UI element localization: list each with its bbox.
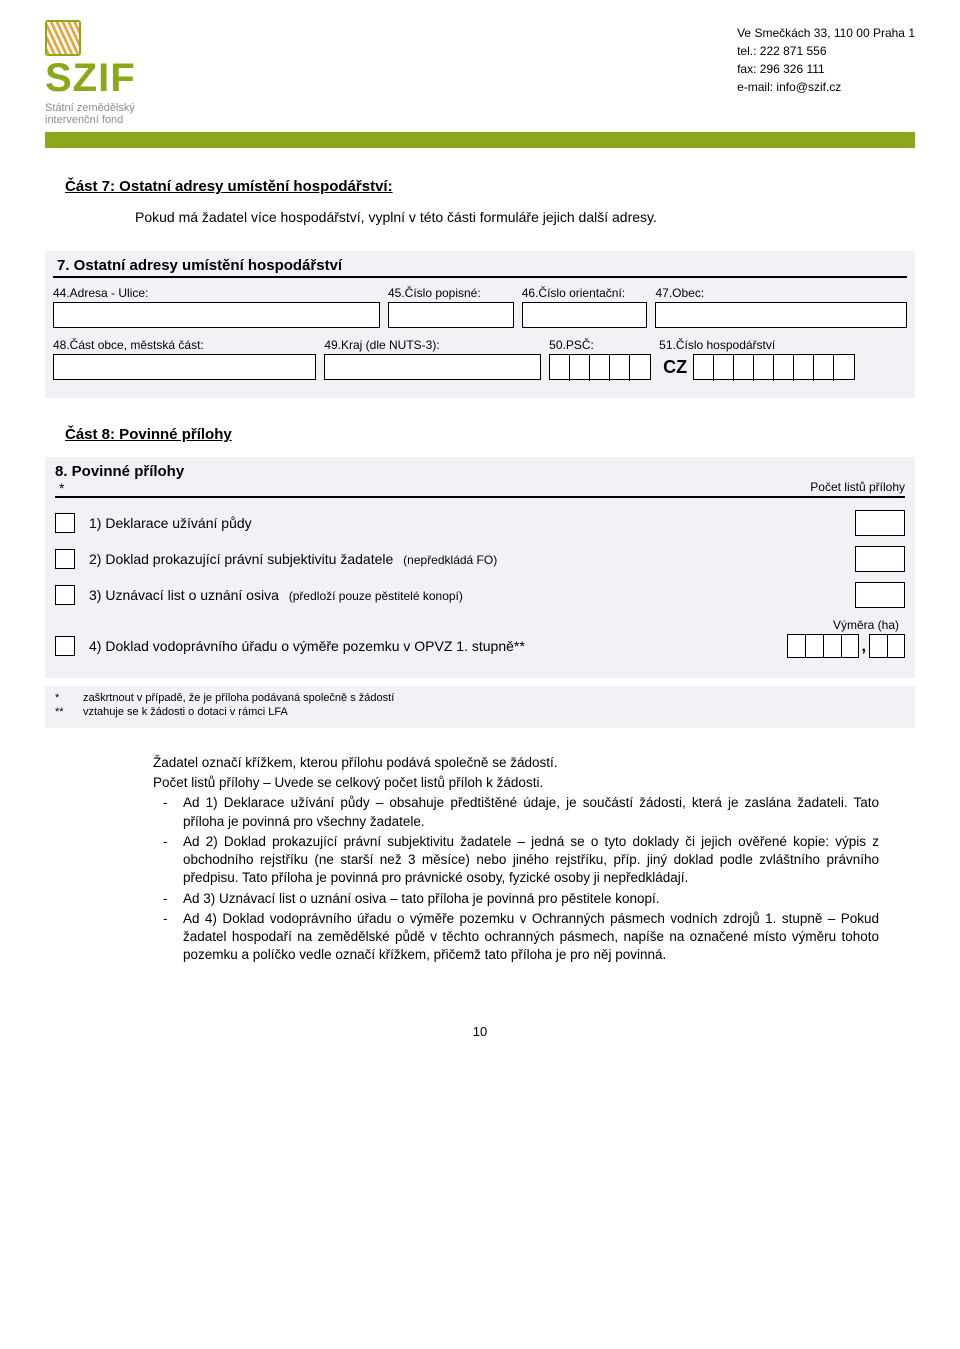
page-header: SZIF Státní zemědělský intervenční fond … [45, 20, 915, 126]
checkbox-attach-3[interactable] [55, 585, 75, 605]
label-50: 50.PSČ: [549, 338, 651, 352]
checkbox-attach-1[interactable] [55, 513, 75, 533]
attach-2-main: 2) Doklad prokazující právní subjektivit… [89, 551, 393, 567]
input-vymera[interactable]: , [787, 634, 905, 658]
input-45-cislo-popisne[interactable] [388, 302, 514, 328]
logo-text: SZIF [45, 58, 136, 98]
attach-2-sub: (nepředkládá FO) [403, 553, 497, 567]
attach-3-text: 3) Uznávací list o uznání osiva (předlož… [89, 587, 843, 603]
input-50-psc[interactable] [549, 354, 651, 380]
part8-heading: Část 8: Povinné přílohy [65, 426, 915, 443]
input-49-kraj[interactable] [324, 354, 541, 380]
input-46-cislo-orientacni[interactable] [522, 302, 648, 328]
logo-subtitle: Státní zemědělský intervenční fond [45, 102, 155, 126]
input-47-obec[interactable] [655, 302, 907, 328]
input-44-ulice[interactable] [53, 302, 380, 328]
input-48-cast-obce[interactable] [53, 354, 316, 380]
checkbox-attach-4[interactable] [55, 636, 75, 656]
explain-b1: Ad 1) Deklarace užívání půdy – obsahuje … [153, 794, 879, 830]
logo-field-icon [45, 20, 81, 56]
input-51-cislo-hospodarstvi[interactable] [693, 354, 855, 380]
contact-email: e-mail: info@szif.cz [737, 78, 915, 96]
part8-form: 8. Povinné přílohy * Počet listů přílohy… [45, 457, 915, 678]
contact-tel: tel.: 222 871 556 [737, 42, 915, 60]
part8-star: * [55, 480, 68, 496]
label-45: 45.Číslo popisné: [388, 286, 514, 300]
footnote-1: zaškrtnout v případě, že je příloha podá… [83, 692, 394, 704]
explain-b4: Ad 4) Doklad vodoprávního úřadu o výměře… [153, 910, 879, 965]
contact-block: Ve Smečkách 33, 110 00 Praha 1 tel.: 222… [737, 20, 915, 96]
label-49: 49.Kraj (dle NUTS-3): [324, 338, 541, 352]
count-label: Počet listů přílohy [810, 480, 905, 496]
label-46: 46.Číslo orientační: [522, 286, 648, 300]
explain-b3: Ad 3) Uznávací list o uznání osiva – tat… [153, 890, 879, 908]
header-bar [45, 132, 915, 148]
explain-p2: Počet listů přílohy – Uvede se celkový p… [153, 774, 879, 792]
attach-3-sub: (předloží pouze pěstitelé konopí) [289, 589, 463, 603]
attach-1-text: 1) Deklarace užívání půdy [89, 515, 843, 531]
label-44: 44.Adresa - Ulice: [53, 286, 380, 300]
part7-block-title: 7. Ostatní adresy umístění hospodářství [53, 257, 907, 278]
vymera-label: Výměra (ha) [55, 618, 899, 632]
label-51: 51.Číslo hospodářství [659, 338, 907, 352]
label-47: 47.Obec: [655, 286, 907, 300]
cz-prefix: CZ [659, 357, 693, 378]
attach-4-text: 4) Doklad vodoprávního úřadu o výměře po… [89, 638, 787, 654]
part7-heading: Část 7: Ostatní adresy umístění hospodář… [65, 178, 915, 195]
part7-form: 7. Ostatní adresy umístění hospodářství … [45, 251, 915, 398]
checkbox-attach-2[interactable] [55, 549, 75, 569]
label-48: 48.Část obce, městská část: [53, 338, 316, 352]
logo-graphic: SZIF Státní zemědělský intervenční fond [45, 20, 155, 126]
explain-b2: Ad 2) Doklad prokazující právní subjekti… [153, 833, 879, 888]
page-number: 10 [45, 1024, 915, 1039]
footnotes: *zaškrtnout v případě, že je příloha pod… [45, 686, 915, 728]
part7-info: Pokud má žadatel více hospodářství, vypl… [135, 209, 915, 225]
logo: SZIF Státní zemědělský intervenční fond [45, 20, 155, 126]
explanation: Žadatel označí křížkem, kterou přílohu p… [153, 754, 879, 964]
input-count-2[interactable] [855, 546, 905, 572]
explain-p1: Žadatel označí křížkem, kterou přílohu p… [153, 754, 879, 772]
contact-address: Ve Smečkách 33, 110 00 Praha 1 [737, 24, 915, 42]
attach-2-text: 2) Doklad prokazující právní subjektivit… [89, 551, 843, 567]
part8-block-title: 8. Povinné přílohy [55, 463, 184, 482]
input-count-1[interactable] [855, 510, 905, 536]
footnote-2: vztahuje se k žádosti o dotaci v rámci L… [83, 706, 288, 718]
attach-3-main: 3) Uznávací list o uznání osiva [89, 587, 279, 603]
contact-fax: fax: 296 326 111 [737, 60, 915, 78]
input-count-3[interactable] [855, 582, 905, 608]
